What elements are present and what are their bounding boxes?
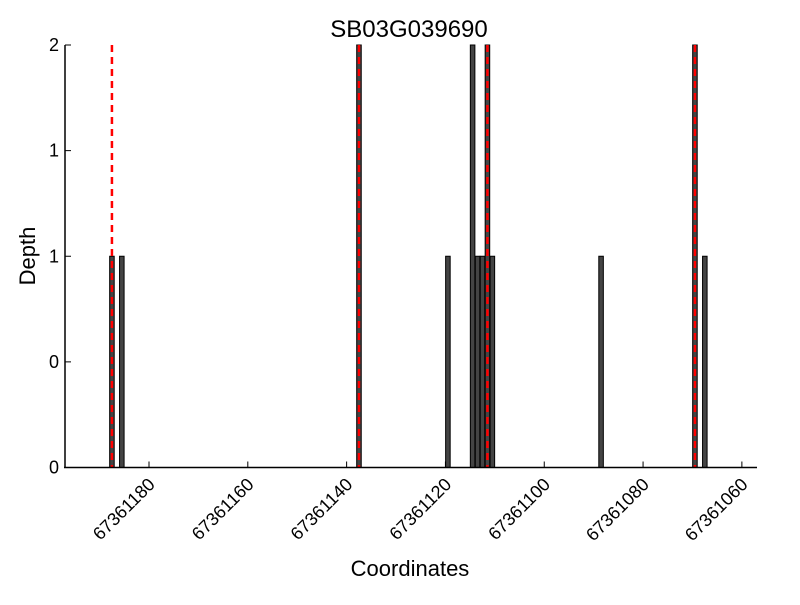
depth-bar [119, 255, 125, 468]
x-tick-label: 67361180 [89, 474, 159, 544]
marker-lines-group [110, 45, 697, 468]
depth-bar [489, 255, 496, 468]
depth-bar [702, 255, 708, 468]
x-tick-label: 67361100 [484, 474, 554, 544]
x-tick-label: 67361120 [385, 474, 455, 544]
chart-title: SB03G039690 [330, 16, 487, 43]
depth-bar [474, 255, 481, 468]
depth-bar [479, 255, 486, 468]
y-ticks-group: 0 0 1 1 2 [49, 35, 71, 478]
x-tick-label: 67361160 [188, 474, 258, 544]
y-tick-label: 1 [49, 141, 59, 161]
x-tick-label: 67361060 [681, 474, 752, 545]
y-tick-label: 1 [49, 246, 59, 266]
y-axis-label: Depth [15, 227, 40, 286]
depth-bar [445, 255, 451, 468]
x-ticks-group: 67361180 67361160 67361140 67361120 67361100… [89, 461, 752, 545]
y-tick-label: 0 [49, 352, 59, 372]
y-tick-label: 2 [49, 35, 59, 55]
depth-bar [598, 255, 604, 468]
depth-bar [469, 44, 476, 468]
x-tick-label: 67361140 [287, 474, 357, 544]
bars-group [109, 44, 708, 468]
y-tick-label: 0 [49, 458, 59, 478]
x-tick-label: 67361080 [582, 474, 653, 545]
x-axis-label: Coordinates [351, 556, 470, 581]
